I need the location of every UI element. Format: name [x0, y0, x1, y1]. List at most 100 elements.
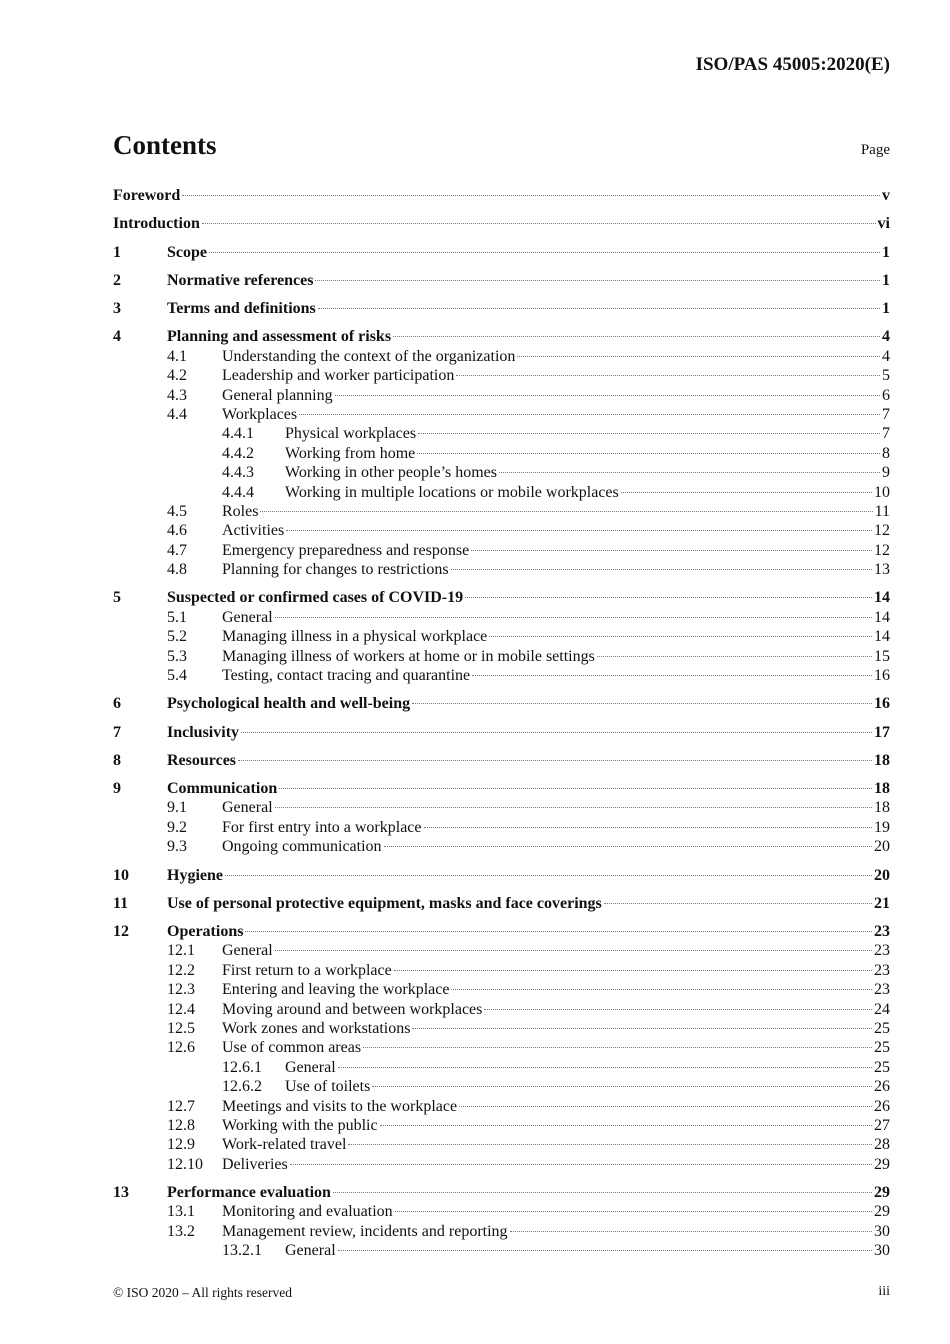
dot-leader — [286, 530, 872, 532]
entry-title: Entering and leaving the workplace — [222, 981, 450, 999]
entry-title: Managing illness of workers at home or i… — [222, 647, 595, 665]
toc-entry[interactable]: 5.4 Testing, contact tracing and quaranti… — [113, 666, 890, 685]
toc-entry[interactable]: 12.2 First return to a workplace 23 — [113, 961, 890, 980]
dot-leader — [620, 491, 872, 493]
toc-entry[interactable]: 12.1 General 23 — [113, 941, 890, 960]
toc-entry[interactable]: 4.4 Workplaces 7 — [113, 405, 890, 424]
toc-entry[interactable]: 4.4.3 Working in other people’s homes 9 — [113, 463, 890, 482]
toc-entry[interactable]: 12.7 Meetings and visits to the workplace… — [113, 1097, 890, 1116]
entry-page: 18 — [874, 780, 890, 798]
toc-entry[interactable]: 13.1 Monitoring and evaluation 29 — [113, 1202, 890, 1221]
entry-title: Use of personal protective equipment, ma… — [167, 894, 602, 912]
document-id: ISO/PAS 45005:2020(E) — [695, 54, 890, 75]
entry-title: Performance evaluation — [167, 1184, 331, 1202]
dot-leader — [412, 703, 872, 705]
dot-leader — [209, 251, 880, 253]
toc-entry[interactable]: 4.5 Roles 11 — [113, 502, 890, 521]
entry-number: 9.1 — [167, 799, 187, 817]
entry-title: General — [285, 1058, 336, 1076]
toc-entry[interactable]: 4.4.4 Working in multiple locations or mo… — [113, 483, 890, 502]
entry-number: 4.4.1 — [222, 425, 254, 443]
entry-page: 20 — [874, 838, 890, 856]
toc-entry[interactable]: 4 Planning and assessment of risks 4 — [113, 327, 890, 346]
entry-title: Physical workplaces — [285, 425, 417, 443]
toc-entry[interactable]: 5.3 Managing illness of workers at home o… — [113, 647, 890, 666]
entry-number: 5.1 — [167, 608, 187, 626]
toc-entry[interactable]: 4.8 Planning for changes to restrictions 1… — [113, 560, 890, 579]
entry-number: 9.3 — [167, 838, 187, 856]
dot-leader — [418, 433, 880, 435]
dot-leader — [274, 950, 872, 952]
entry-title: Management review, incidents and reporti… — [222, 1222, 508, 1240]
toc-entry[interactable]: 1 Scope 1 — [113, 243, 890, 262]
entry-number: 12.5 — [167, 1020, 195, 1038]
toc-entry[interactable]: 4.7 Emergency preparedness and response 12 — [113, 541, 890, 560]
toc-entry[interactable]: 5 Suspected or confirmed cases of COVID-1… — [113, 588, 890, 607]
toc-entry[interactable]: 12.3 Entering and leaving the workplace 23 — [113, 980, 890, 999]
toc-entry[interactable]: 4.6 Activities 12 — [113, 521, 890, 540]
toc-entry[interactable]: 5.2 Managing illness in a physical workpl… — [113, 627, 890, 646]
toc-entry[interactable]: 2 Normative references 1 — [113, 271, 890, 290]
dot-leader — [499, 472, 880, 474]
entry-number: 12.6.1 — [222, 1058, 262, 1076]
entry-number: 12.4 — [167, 1000, 195, 1018]
entry-title: Deliveries — [222, 1155, 288, 1173]
dot-leader — [509, 1230, 872, 1232]
entry-title: Managing illness in a physical workplace — [222, 628, 488, 646]
entry-number: 4.3 — [167, 386, 187, 404]
toc-entry[interactable]: Foreword v — [113, 186, 890, 205]
entry-page: 27 — [874, 1116, 890, 1134]
dot-leader — [274, 616, 872, 618]
toc-entry[interactable]: 10 Hygiene 20 — [113, 866, 890, 885]
entry-page: 4 — [882, 328, 890, 346]
entry-title: General — [285, 1242, 336, 1260]
entry-number: 10 — [113, 866, 129, 884]
toc-entry[interactable]: 4.1 Understanding the context of the orga… — [113, 347, 890, 366]
toc-entry[interactable]: 12.10 Deliveries 29 — [113, 1155, 890, 1174]
toc-entry[interactable]: 8 Resources 18 — [113, 751, 890, 770]
entry-page: 17 — [874, 723, 890, 741]
dot-leader — [337, 1250, 872, 1252]
toc-entry[interactable]: 9.1 General 18 — [113, 798, 890, 817]
toc-entry[interactable]: 12.4 Moving around and between workplaces… — [113, 1000, 890, 1019]
toc-entry[interactable]: 3 Terms and definitions 1 — [113, 299, 890, 318]
toc-entry[interactable]: 12.9 Work-related travel 28 — [113, 1135, 890, 1154]
entry-number: 6 — [113, 695, 121, 713]
toc-entry[interactable]: 9.3 Ongoing communication 20 — [113, 837, 890, 856]
toc-entry[interactable]: 13 Performance evaluation 29 — [113, 1183, 890, 1202]
entry-number: 4.6 — [167, 522, 187, 540]
entry-page: 7 — [882, 425, 890, 443]
toc-entry[interactable]: 4.2 Leadership and worker participation 5 — [113, 366, 890, 385]
toc-entry[interactable]: 12.5 Work zones and workstations 25 — [113, 1019, 890, 1038]
toc-entry[interactable]: 12.6 Use of common areas 25 — [113, 1038, 890, 1057]
toc-entry[interactable]: 9.2 For first entry into a workplace 19 — [113, 818, 890, 837]
entry-title: Planning and assessment of risks — [167, 328, 392, 346]
entry-page: 28 — [874, 1136, 890, 1154]
entry-page: 11 — [874, 502, 890, 520]
entry-page: 25 — [874, 1020, 890, 1038]
toc-entry[interactable]: 13.2 Management review, incidents and rep… — [113, 1222, 890, 1241]
toc-entry[interactable]: 4.3 General planning 6 — [113, 386, 890, 405]
entry-title: Inclusivity — [167, 723, 240, 741]
entry-title: Use of common areas — [222, 1039, 362, 1057]
toc-entry[interactable]: 13.2.1 General 30 — [113, 1241, 890, 1260]
entry-title: Working in multiple locations or mobile … — [285, 483, 619, 501]
toc-entry[interactable]: 7 Inclusivity 17 — [113, 723, 890, 742]
toc-entry[interactable]: 5.1 General 14 — [113, 608, 890, 627]
toc-entry[interactable]: 4.4.2 Working from home 8 — [113, 444, 890, 463]
toc-entry[interactable]: 12 Operations 23 — [113, 922, 890, 941]
entry-number: 12 — [113, 923, 129, 941]
toc-entry[interactable]: 4.4.1 Physical workplaces 7 — [113, 424, 890, 443]
entry-number: 9 — [113, 780, 121, 798]
toc-entry[interactable]: 12.6.2 Use of toilets 26 — [113, 1077, 890, 1096]
toc-entry[interactable]: 6 Psychological health and well-being 16 — [113, 694, 890, 713]
toc-entry[interactable]: 9 Communication 18 — [113, 779, 890, 798]
toc-entry[interactable]: 12.8 Working with the public 27 — [113, 1116, 890, 1135]
toc-entry[interactable]: Introduction vi — [113, 214, 890, 233]
entry-page: 1 — [882, 243, 890, 261]
toc-entry[interactable]: 11 Use of personal protective equipment, … — [113, 894, 890, 913]
entry-number: 13.2 — [167, 1222, 195, 1240]
entry-page: 14 — [874, 589, 890, 607]
toc-entry[interactable]: 12.6.1 General 25 — [113, 1058, 890, 1077]
entry-page: 25 — [874, 1039, 890, 1057]
